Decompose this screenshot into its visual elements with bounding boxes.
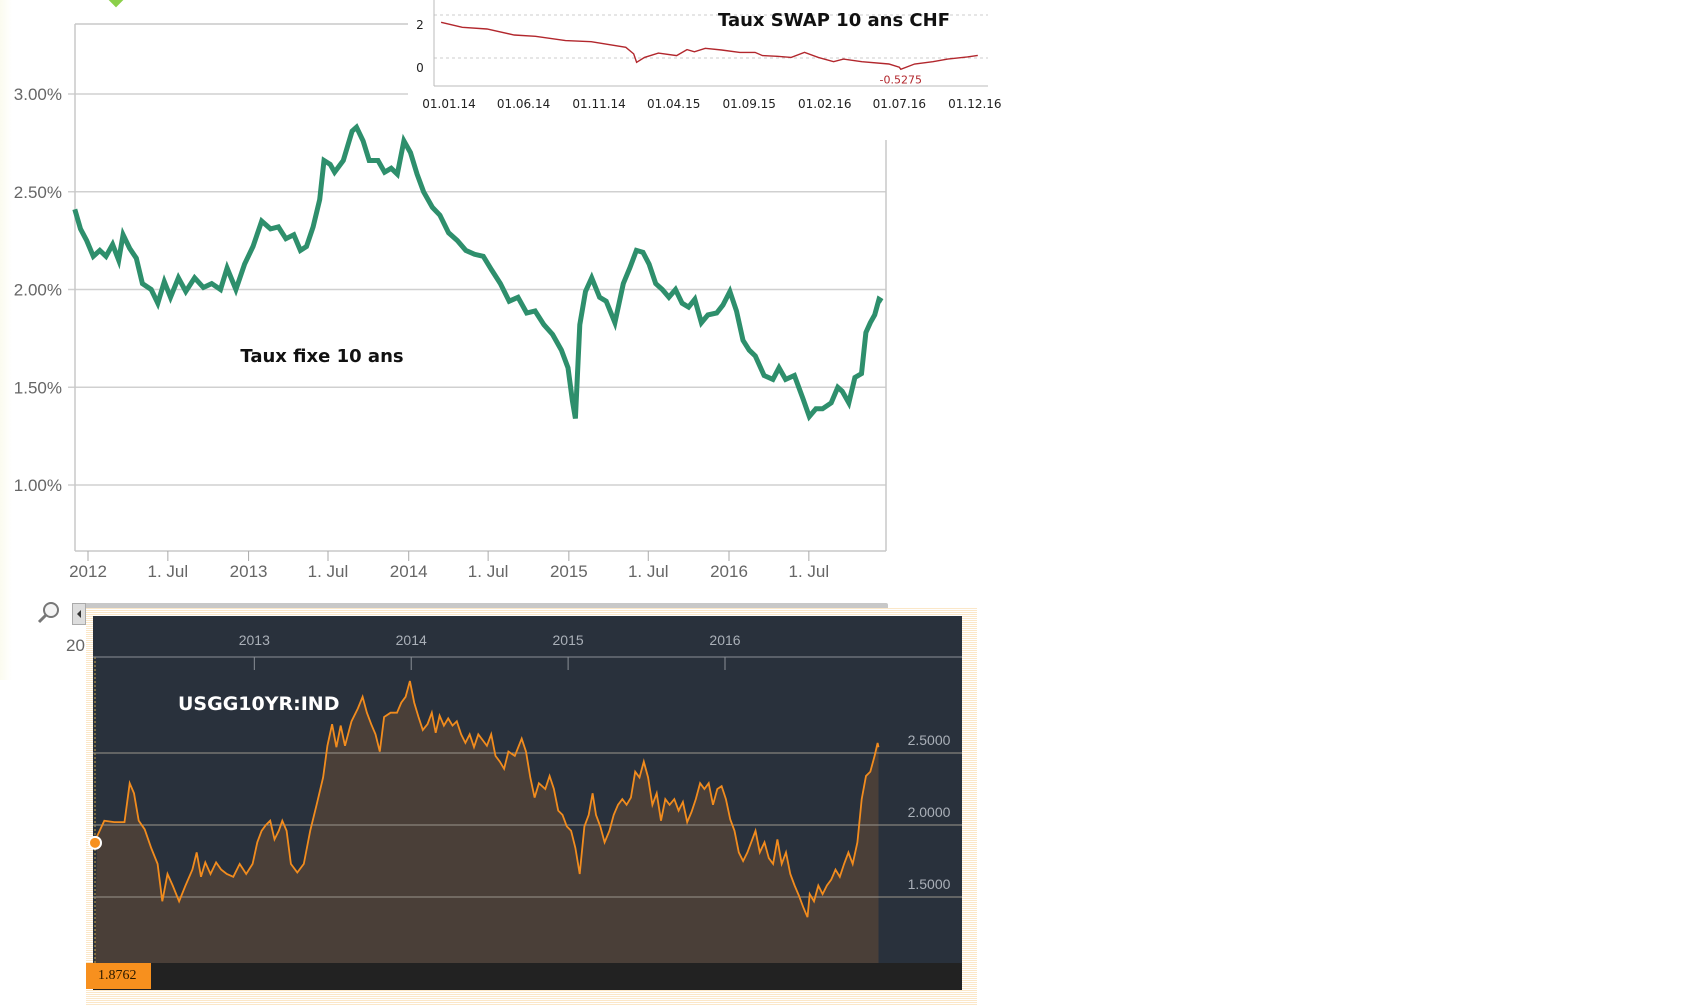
main-chart-title: Taux fixe 10 ans (240, 346, 403, 367)
bot-y-tick-label: 1.5000 (908, 876, 951, 892)
left-edge-strip (0, 0, 12, 680)
inset-x-tick-label: 01.12.16 (948, 97, 1001, 111)
taux-fixe-series-line (72, 123, 884, 422)
main-y-tick-label: 3.00% (14, 85, 62, 104)
main-y-tick-label: 2.50% (14, 183, 62, 202)
main-x-tick-label: 1. Jul (308, 562, 349, 581)
main-x-tick-label: 2013 (230, 562, 268, 581)
main-x-tick-label: 1. Jul (148, 562, 189, 581)
main-y-tick-label: 1.50% (14, 378, 62, 397)
swap-chf-inset-chart: 2 0 01.01.14 01.06.14 01.11.14 01.04.15 01.09.… (408, 0, 1008, 125)
inset-y-tick-label: 2 (416, 18, 424, 32)
bot-gridlines: 2013 2014 2015 2016 2.5000 2.0000 1.5000 (93, 632, 962, 898)
zoom-magnifier-icon[interactable] (36, 600, 62, 631)
main-x-tick-label: 2015 (550, 562, 588, 581)
navigator-label: 20 (66, 636, 85, 655)
cursor-value-tag: 1.8762 (86, 963, 151, 989)
bot-y-tick-label: 2.0000 (908, 804, 951, 820)
bot-x-tick-label: 2014 (396, 632, 427, 648)
inset-x-tick-label: 01.09.15 (722, 97, 775, 111)
bot-x-tick-label: 2016 (709, 632, 740, 648)
inset-x-tick-label: 01.07.16 (873, 97, 926, 111)
inset-x-tick-label: 01.04.15 (647, 97, 700, 111)
inset-x-tick-label: 01.11.14 (572, 97, 625, 111)
inset-x-tick-label: 01.06.14 (497, 97, 550, 111)
taux-fixe-chart: 3.00% 2.50% 2.00% 1.50% 1.00% 2012 1. Jul 2013… (14, 23, 887, 581)
inset-y-tick-label: 0 (416, 61, 424, 75)
bot-x-tick-label: 2013 (239, 632, 270, 648)
usgg10yr-series-line (96, 680, 880, 918)
main-y-tick-label: 1.00% (14, 476, 62, 495)
main-x-tick-label: 1. Jul (468, 562, 509, 581)
inset-chart-title: Taux SWAP 10 ans CHF (718, 10, 950, 31)
bot-y-tick-label: 2.5000 (908, 732, 951, 748)
usgg10yr-area-fill (95, 681, 879, 963)
main-x-tick-label: 1. Jul (789, 562, 830, 581)
inset-x-tick-label: 01.01.14 (422, 97, 475, 111)
main-x-tick-label: 1. Jul (628, 562, 669, 581)
main-y-tick-label: 2.00% (14, 281, 62, 300)
inset-gridlines: 2 0 01.01.14 01.06.14 01.11.14 01.04.15 01.09.… (416, 14, 1002, 111)
scroll-left-button[interactable] (72, 603, 86, 625)
inset-x-tick-label: 01.02.16 (798, 97, 851, 111)
usgg-timeline-bar (93, 963, 962, 990)
inset-background (408, 0, 1008, 125)
usgg-chart-title: USGG10YR:IND (178, 693, 339, 715)
swap-chf-series-line (440, 21, 978, 71)
main-x-tick-label: 2012 (69, 562, 107, 581)
bot-x-tick-label: 2015 (553, 632, 584, 648)
main-x-ticks: 2012 1. Jul 2013 1. Jul 2014 1. Jul 2015 1. Jul… (69, 551, 829, 581)
min-value-annotation: -0.5275 (880, 73, 922, 86)
main-x-tick-label: 2016 (710, 562, 748, 581)
cursor-marker[interactable] (88, 835, 102, 850)
main-x-tick-label: 2014 (390, 562, 428, 581)
